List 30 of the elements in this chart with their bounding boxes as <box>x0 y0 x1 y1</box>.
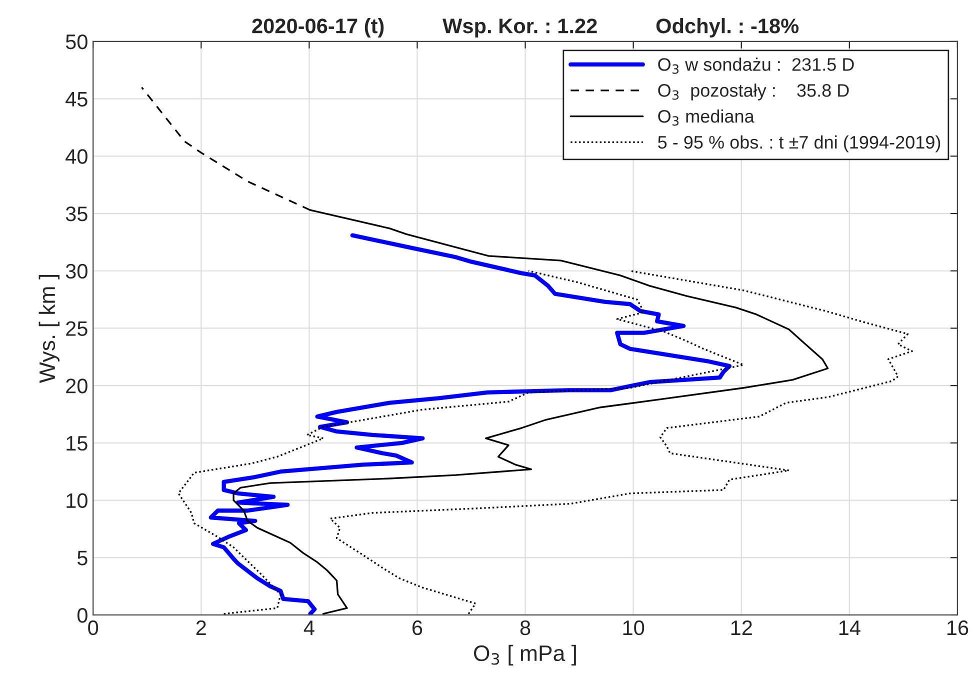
line-series <box>178 270 744 615</box>
x-tick-label: 16 <box>947 620 968 636</box>
legend-label: O$_{3}$ mediana <box>658 109 754 126</box>
y-tick-label: 50 <box>66 34 88 50</box>
x-tick-label: 14 <box>839 620 860 635</box>
legend-label: 5 - 95 % obs. : t ±7 dni (1994-2019) <box>658 135 940 152</box>
x-tick-label: 2 <box>196 620 206 635</box>
legend-label: O$_{3}$ w sondażu : 231.5 D <box>658 58 854 74</box>
y-tick-label: 45 <box>66 92 88 107</box>
chart-title: 2020-06-17 (t) Wsp. Kor. : 1.22 Odchyl. : -18% <box>252 18 799 38</box>
x-tick-label: 0 <box>88 620 98 636</box>
legend-label: O$_{3}$ pozostały : 35.8 D <box>658 84 849 100</box>
line-series <box>329 270 913 615</box>
y-tick-label: 10 <box>66 493 88 508</box>
y-axis-title: Wys. [ km ] <box>38 274 60 383</box>
y-tick-label: 5 <box>77 550 88 566</box>
x-tick-label: 8 <box>520 620 530 636</box>
y-tick-label: 40 <box>66 149 88 164</box>
x-tick-label: 10 <box>623 620 644 636</box>
y-tick-label: 25 <box>66 321 88 336</box>
x-tick-label: 4 <box>304 620 314 635</box>
y-tick-label: 30 <box>66 264 88 279</box>
x-tick-label: 6 <box>412 620 422 636</box>
y-tick-label: 20 <box>66 378 88 394</box>
x-tick-label: 12 <box>731 620 752 635</box>
y-tick-label: 35 <box>66 206 88 222</box>
x-axis-title: O$_{3}$ [ mPa ] <box>474 644 576 666</box>
y-tick-label: 15 <box>66 436 88 451</box>
y-tick-label: 0 <box>77 608 88 623</box>
line-series <box>208 233 732 615</box>
